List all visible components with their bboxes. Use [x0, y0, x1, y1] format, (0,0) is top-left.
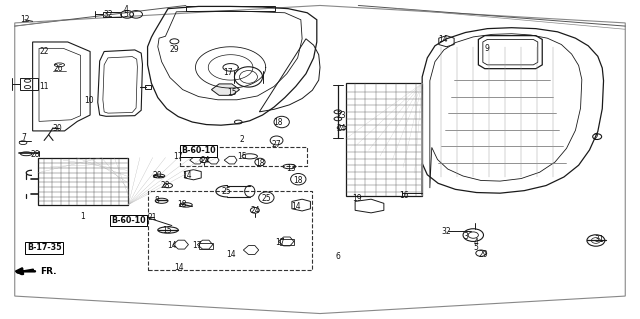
Text: 27: 27 [272, 140, 282, 149]
Text: 17: 17 [193, 241, 202, 250]
Text: 14: 14 [182, 171, 192, 180]
Text: 5: 5 [474, 243, 478, 252]
Text: 22: 22 [40, 47, 49, 56]
Text: 18: 18 [273, 118, 283, 128]
Text: 15: 15 [162, 226, 172, 234]
Text: 32: 32 [103, 10, 113, 19]
Text: 7: 7 [21, 133, 26, 142]
Text: 11: 11 [40, 82, 49, 91]
Text: 24: 24 [250, 206, 260, 215]
Bar [148, 191, 312, 270]
Text: 15: 15 [227, 88, 237, 97]
Text: 14: 14 [438, 35, 447, 44]
Text: 16: 16 [399, 190, 409, 200]
Text: 30: 30 [52, 124, 62, 133]
Text: 18: 18 [255, 159, 265, 168]
Text: 24: 24 [200, 156, 210, 165]
Text: 2: 2 [240, 135, 244, 144]
Text: 6: 6 [335, 252, 340, 261]
Text: 29: 29 [170, 45, 179, 55]
Text: 26: 26 [53, 64, 63, 73]
Text: B-60-10: B-60-10 [111, 216, 146, 225]
Text: 31: 31 [595, 235, 605, 244]
Text: FR.: FR. [40, 267, 57, 276]
Text: 28: 28 [161, 181, 170, 190]
Bar [103, 12, 121, 17]
Text: 18: 18 [294, 176, 303, 185]
Text: 18: 18 [177, 200, 187, 209]
Text: 15: 15 [237, 152, 247, 161]
Text: 5: 5 [124, 11, 128, 19]
Text: 14: 14 [291, 202, 301, 211]
Text: 4: 4 [124, 5, 128, 14]
Bar [38, 158, 129, 204]
Text: 21: 21 [148, 213, 157, 222]
Text: 10: 10 [84, 96, 93, 105]
Text: 9: 9 [485, 44, 490, 54]
Text: 12: 12 [20, 15, 29, 24]
Text: 19: 19 [352, 194, 362, 203]
Bar [145, 85, 152, 89]
Text: B-60-10: B-60-10 [181, 146, 216, 155]
Text: 4: 4 [474, 238, 478, 247]
Text: 25: 25 [262, 194, 271, 203]
Text: 25: 25 [222, 187, 232, 197]
Text: 3: 3 [463, 232, 468, 241]
Text: 8: 8 [154, 196, 159, 205]
Text: 13: 13 [286, 164, 296, 173]
Polygon shape [211, 84, 239, 95]
Text: 14: 14 [175, 263, 184, 272]
Text: 14: 14 [167, 241, 177, 250]
Text: 1: 1 [80, 211, 85, 220]
Text: B-17-35: B-17-35 [27, 243, 61, 252]
Text: 28: 28 [31, 150, 40, 159]
Text: 24: 24 [337, 124, 346, 133]
Text: 14: 14 [226, 250, 236, 259]
Text: 32: 32 [442, 227, 451, 236]
Text: 17: 17 [223, 68, 233, 77]
Text: 17: 17 [276, 238, 285, 247]
Text: 20: 20 [153, 171, 163, 180]
Bar [179, 147, 307, 166]
Text: 23: 23 [337, 111, 346, 120]
Text: 29: 29 [479, 250, 488, 259]
Text: 2: 2 [593, 133, 598, 142]
Text: 17: 17 [173, 152, 183, 161]
Bar [346, 83, 422, 196]
